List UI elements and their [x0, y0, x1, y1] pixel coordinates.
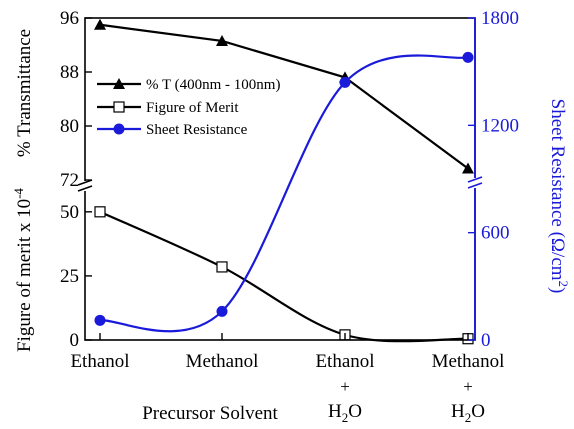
y-top-tick-label: 80 — [60, 116, 79, 137]
data-point — [216, 305, 228, 317]
y-top-tick-label: 88 — [60, 62, 79, 83]
x-tick-label: Methanol — [432, 351, 505, 372]
y-top-tick-label: 96 — [60, 8, 79, 29]
series-0 — [94, 18, 474, 174]
series-2 — [94, 51, 474, 333]
data-point — [462, 162, 474, 174]
y-top-axis-title: % Transmittance — [14, 29, 35, 157]
right-axis-break-lower — [467, 182, 483, 189]
data-point — [462, 51, 474, 63]
series-line — [99, 23, 469, 170]
left-axis-break-lower — [77, 185, 93, 192]
legend-marker — [113, 101, 125, 113]
data-point — [216, 34, 228, 46]
x-tick-label: Ethanol — [315, 351, 374, 372]
data-point — [94, 314, 106, 326]
right-axis-break-upper — [467, 176, 483, 183]
legend-marker — [113, 78, 125, 89]
legend: % T (400nm - 100nm) Figure of Merit Sheet … — [97, 77, 280, 138]
data-point — [339, 76, 351, 88]
y-right-tick-label: 0 — [481, 330, 491, 351]
left-axis-break-upper — [77, 179, 93, 186]
y-bottom-axis-title: Figure of merit x 10-4 — [11, 188, 35, 352]
series-line — [99, 54, 469, 333]
data-point — [94, 18, 106, 30]
y-top-tick-label: 72 — [60, 170, 79, 191]
plot-frame — [84, 17, 476, 341]
series-line — [99, 210, 469, 343]
x-tick-label: Methanol — [186, 351, 259, 372]
legend-label: Sheet Resistance — [146, 122, 248, 138]
x-tick-sublabel-plus: + — [340, 377, 350, 396]
y-right-tick-label: 600 — [481, 223, 510, 244]
left-axis-break-gap — [78, 181, 92, 191]
data-point — [216, 261, 228, 273]
y-bottom-tick-label: 0 — [70, 330, 80, 351]
y-bottom-tick-label: 25 — [60, 266, 79, 287]
data-point — [94, 206, 106, 218]
legend-label: Figure of Merit — [146, 100, 239, 116]
x-tick-sublabel-h2o: H2O — [451, 401, 485, 425]
y-right-tick-label: 1200 — [481, 115, 519, 136]
x-tick-sublabel-plus: + — [463, 377, 473, 396]
y-right-tick-label: 1800 — [481, 8, 519, 29]
legend-marker — [113, 123, 125, 135]
legend-label: % T (400nm - 100nm) — [146, 77, 280, 93]
series-1 — [94, 206, 474, 345]
x-tick-label: Ethanol — [70, 351, 129, 372]
y-right-axis-title: Sheet Resistance (Ω/cm2) — [547, 99, 571, 294]
right-axis-break-gap — [468, 178, 482, 188]
x-tick-sublabel-h2o: H2O — [328, 401, 362, 425]
y-bottom-tick-label: 50 — [60, 202, 79, 223]
x-axis-title: Precursor Solvent — [142, 403, 278, 424]
